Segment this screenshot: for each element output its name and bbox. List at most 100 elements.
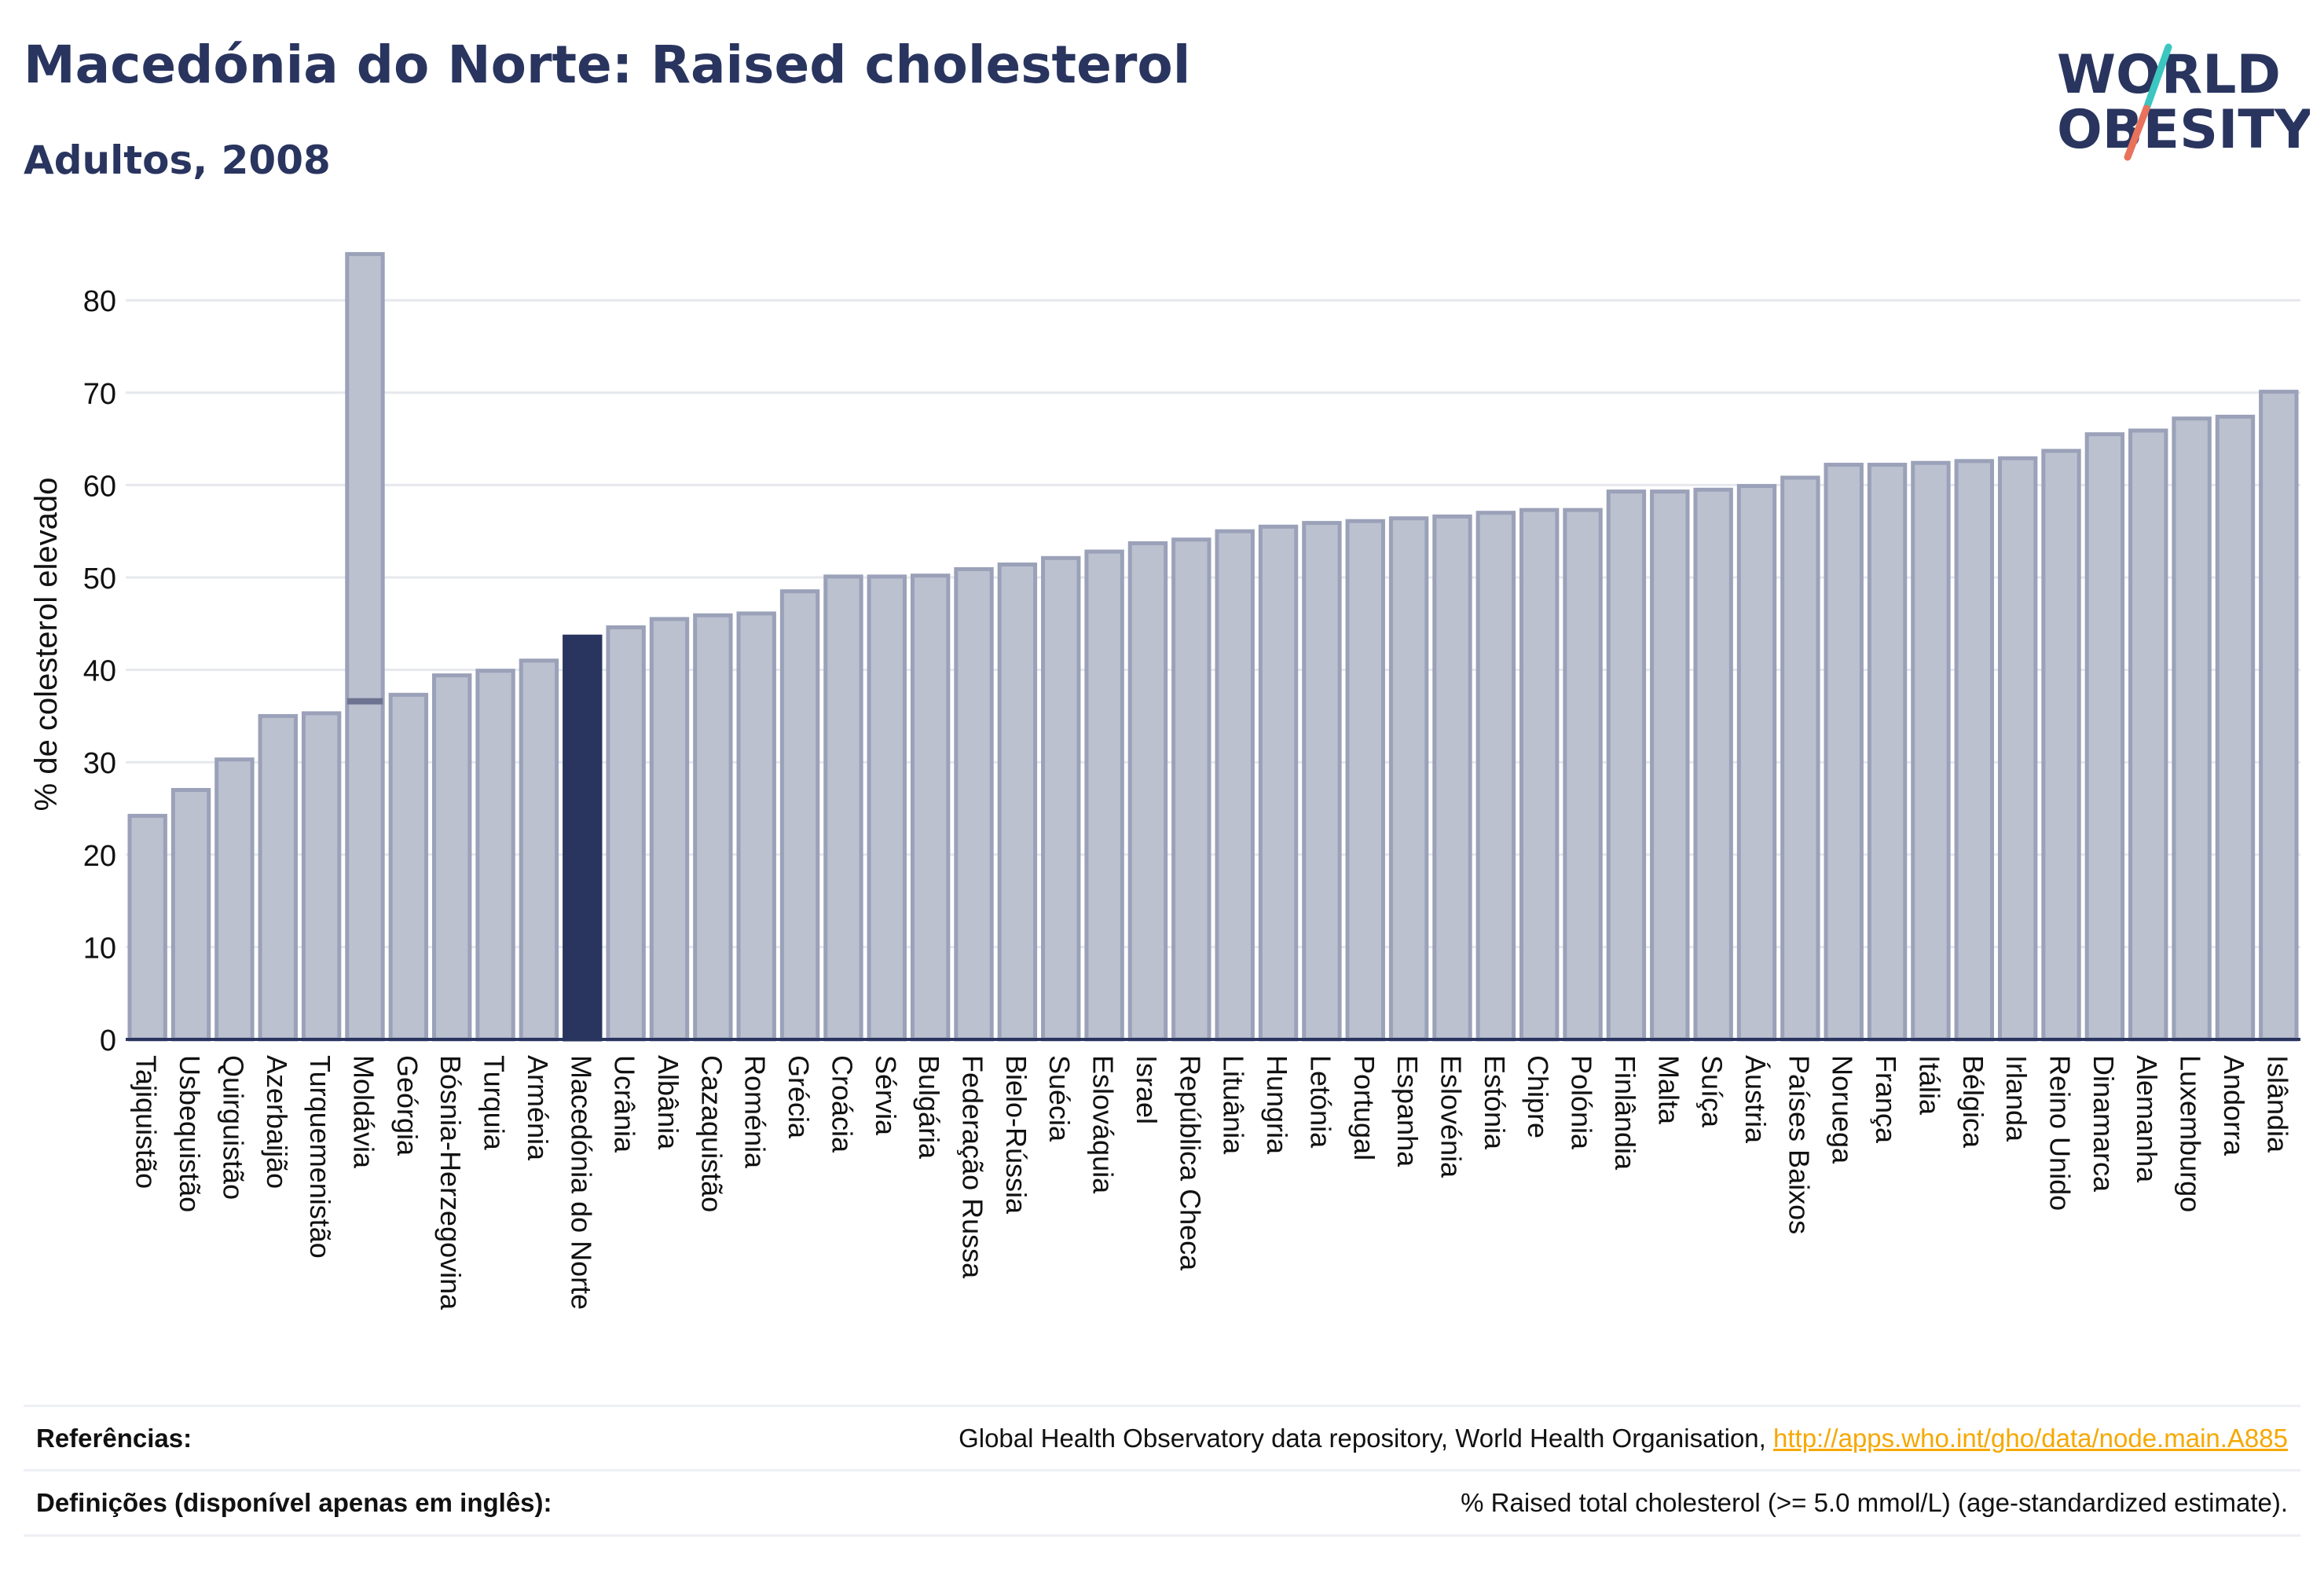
bar[interactable] [1997,456,2038,1042]
bar[interactable] [1302,521,1342,1042]
x-tick-label: Macedónia do Norte [565,1055,597,1310]
x-tick-label: Luxemburgo [2175,1055,2207,1212]
bar[interactable] [1911,460,1951,1042]
bar[interactable] [1215,529,1255,1042]
bar[interactable] [301,711,342,1042]
bar[interactable] [779,589,820,1042]
bar[interactable] [2172,416,2212,1042]
x-tick-label: Croácia [826,1055,858,1153]
x-tick-label: Suécia [1043,1055,1076,1142]
bar[interactable] [997,563,1038,1042]
references-label: Referências: [36,1424,192,1453]
bar[interactable] [823,574,863,1042]
bar[interactable] [1432,514,1472,1042]
y-tick-label: 50 [83,563,116,596]
x-tick-label: Países Baixos [1783,1055,1815,1234]
bar[interactable] [1388,516,1429,1042]
bar[interactable] [1867,463,1908,1042]
bar[interactable] [1563,508,1603,1042]
bar[interactable] [867,574,907,1042]
bar[interactable] [214,757,255,1042]
bars [127,251,2299,1042]
x-tick-label: Usbequistão [174,1055,206,1212]
x-tick-label: Azerbaijão [261,1055,293,1189]
definitions-label: Definições (disponível apenas em inglês)… [36,1488,552,1517]
references-link[interactable]: http://apps.who.int/gho/data/node.main.A… [1773,1424,2288,1453]
x-tick-label: Dinamarca [2088,1055,2120,1193]
x-tick-label: Arménia [522,1055,554,1161]
logo-slash-bottom [2124,104,2150,161]
y-tick-label: 70 [83,378,116,411]
bar[interactable] [693,613,733,1042]
x-tick-label: Turquemenistão [304,1055,336,1259]
y-tick-label: 60 [83,470,116,503]
definitions-row: Definições (disponível apenas em inglês)… [24,1469,2300,1537]
x-tick-label: Irlanda [2000,1055,2033,1142]
bar[interactable] [1693,487,1733,1042]
bar[interactable] [1127,541,1168,1042]
bar[interactable] [1736,484,1777,1042]
bar[interactable] [127,813,167,1042]
x-tick-label: Sérvia [870,1055,902,1136]
y-tick-label: 30 [83,747,116,780]
bar[interactable] [519,658,559,1042]
x-tick-label: Grécia [783,1055,815,1139]
x-tick-label: Tajiquistão [130,1055,163,1189]
x-tick-label: Áustria [1739,1055,1772,1144]
axes: 0 10 20 30 40 50 60 70 80 [83,285,2300,1057]
x-tick-label: Eslováquia [1087,1055,1120,1194]
bar[interactable] [2041,449,2081,1042]
world-obesity-logo[interactable]: WORLD OBESITY [2051,24,2314,181]
bar[interactable] [1258,524,1299,1042]
bar[interactable] [432,673,472,1042]
x-tick-label: Suíça [1696,1055,1728,1128]
y-tick-label: 0 [100,1024,116,1057]
bar[interactable] [954,566,994,1042]
bar[interactable] [736,611,776,1042]
x-tick-label: Turquia [478,1055,511,1151]
x-tick-label: Letónia [1304,1055,1336,1149]
bar[interactable] [2259,390,2299,1042]
bar[interactable] [1606,489,1647,1042]
bar[interactable] [1171,537,1211,1042]
x-tick-label: Estónia [1479,1055,1511,1150]
bar[interactable] [2128,428,2168,1042]
bar[interactable] [2215,414,2256,1042]
bar[interactable] [1345,519,1385,1042]
x-tick-label: Reino Unido [2044,1055,2077,1211]
bar[interactable] [1954,459,1994,1042]
bar[interactable] [563,634,603,1042]
bar[interactable] [2084,432,2125,1042]
bar[interactable] [649,617,690,1042]
bar-chart: 0 10 20 30 40 50 60 70 80 Tajiquistão Usbequistão… [29,251,2300,1310]
category-labels: Tajiquistão Usbequistão Quirguistão Azerbai… [130,1055,2294,1310]
bar[interactable] [475,669,515,1042]
bar[interactable] [1650,489,1690,1042]
x-tick-label: Ucrânia [609,1055,641,1153]
bar[interactable] [170,787,211,1042]
x-tick-label: República Checa [1174,1055,1206,1271]
x-tick-label: Chipre [1522,1055,1554,1138]
bar[interactable] [1519,508,1560,1042]
bar-range[interactable] [345,251,385,1042]
x-tick-label: Portugal [1348,1055,1380,1160]
x-tick-label: Espanha [1391,1055,1424,1167]
x-tick-label: Geórgia [391,1055,423,1156]
bar[interactable] [1041,555,1081,1042]
bar[interactable] [910,574,951,1042]
bar[interactable] [258,713,298,1042]
page-subtitle: Adultos, 2008 [24,137,331,183]
x-tick-label: Eslovénia [1435,1055,1467,1178]
x-tick-label: Quirguistão [217,1055,249,1200]
bar[interactable] [1475,511,1516,1042]
x-tick-label: Bielo-Rússia [1000,1055,1032,1215]
x-tick-label: Malta [1652,1055,1684,1125]
bar[interactable] [1780,475,1820,1042]
bar[interactable] [1824,463,1864,1042]
bar[interactable] [388,692,429,1042]
bar[interactable] [606,625,646,1042]
x-tick-label: Federação Russa [957,1055,989,1279]
x-tick-label: Itália [1913,1055,1945,1116]
x-tick-label: Bélgica [1957,1055,1989,1149]
bar[interactable] [1084,549,1124,1042]
